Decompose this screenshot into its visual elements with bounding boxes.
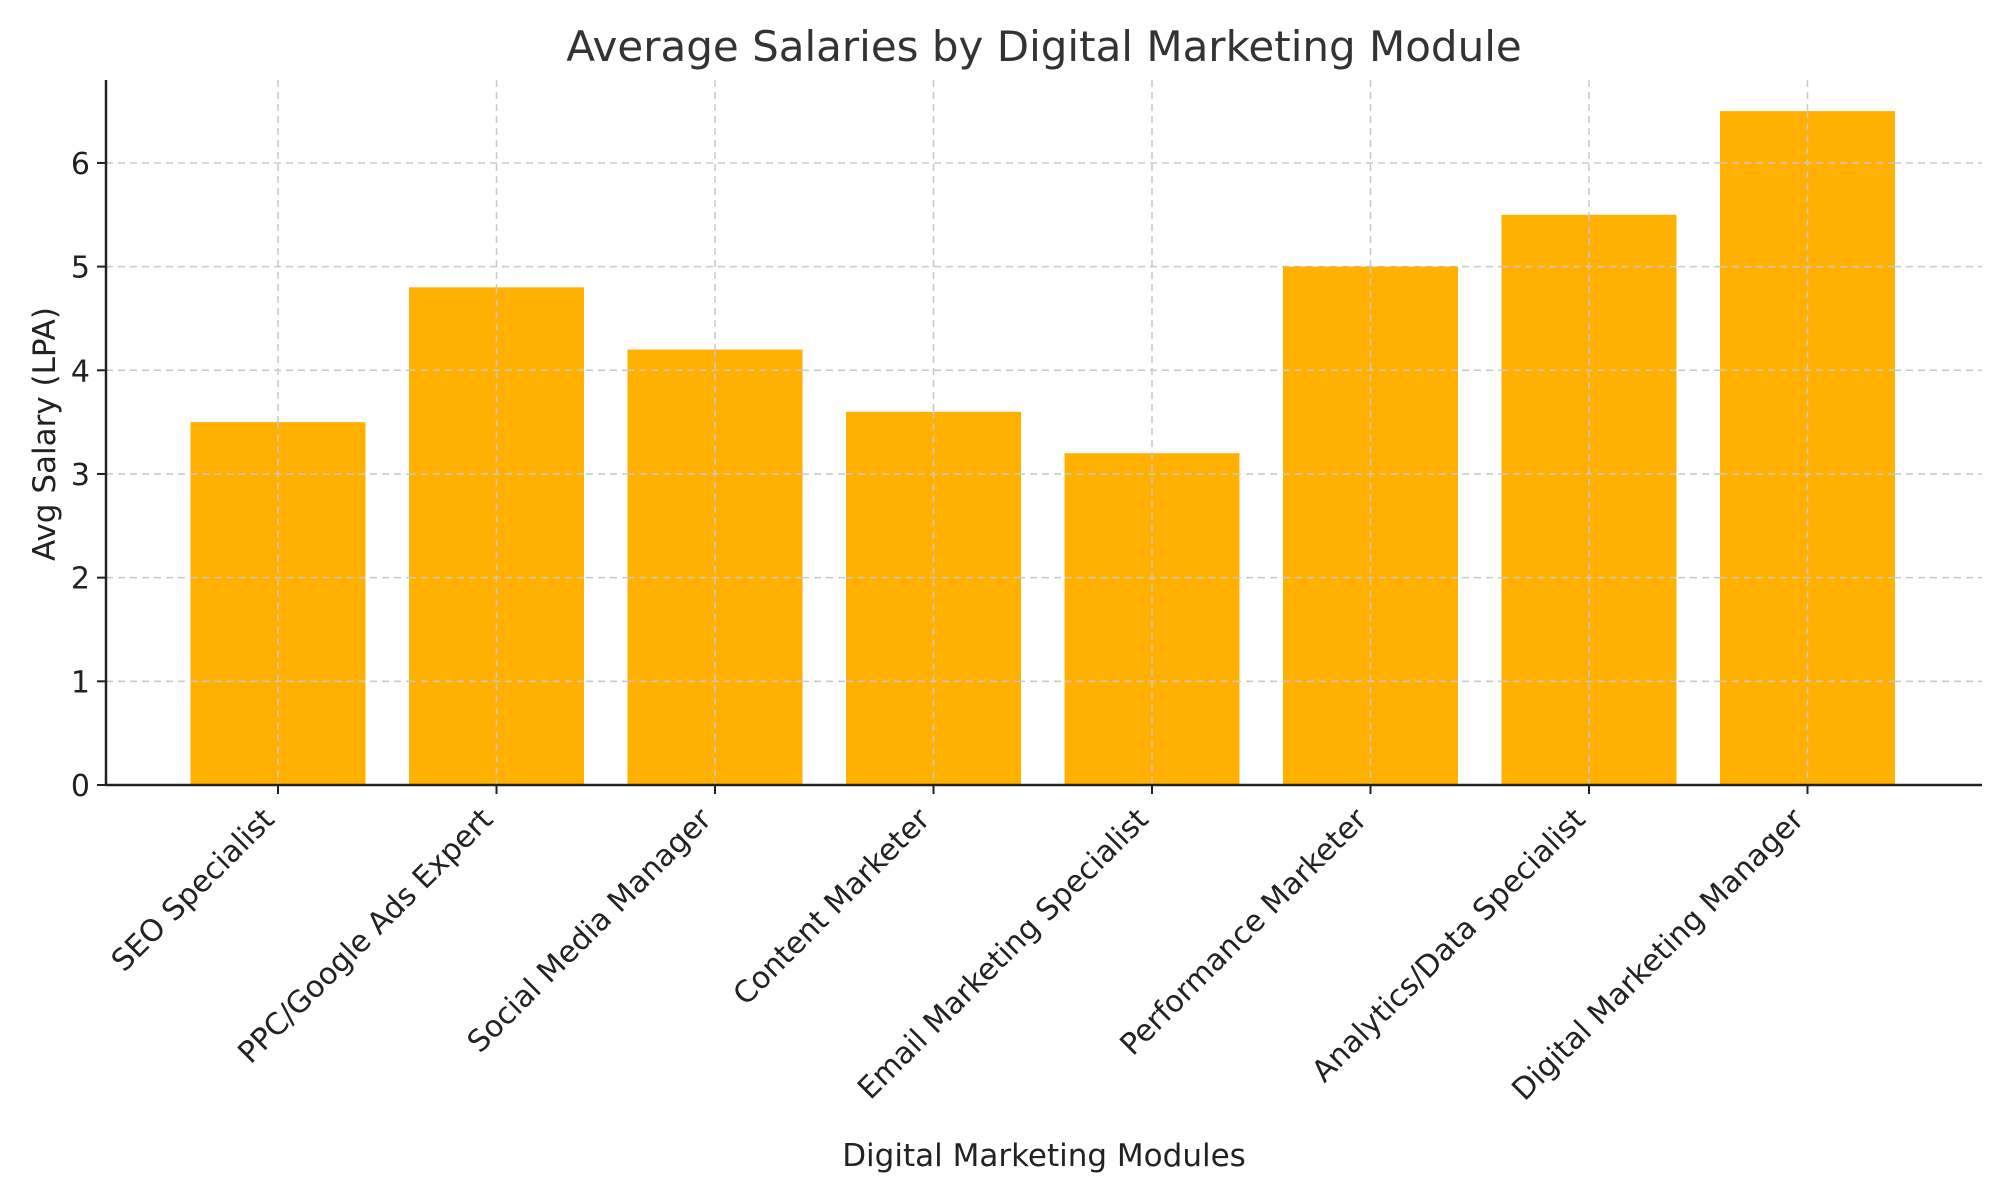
bars xyxy=(190,111,1895,785)
axes xyxy=(97,80,1982,794)
grid-overlay xyxy=(190,111,1895,785)
bar-6 xyxy=(1501,214,1677,785)
x-tick-label: Social Media Manager xyxy=(461,801,719,1059)
grid xyxy=(106,80,1982,785)
y-tick-label: 5 xyxy=(71,251,90,286)
x-tick-label: Performance Marketer xyxy=(1114,801,1375,1062)
y-tick-label: 6 xyxy=(71,147,90,182)
y-tick-label: 3 xyxy=(71,458,90,493)
y-tick-label: 0 xyxy=(71,769,90,804)
x-tick-label: SEO Specialist xyxy=(105,802,282,979)
x-tick-label: Content Marketer xyxy=(727,801,938,1012)
y-tick-label: 4 xyxy=(71,354,90,389)
y-tick-label: 2 xyxy=(71,562,90,597)
y-axis-label: Avg Salary (LPA) xyxy=(27,307,63,561)
chart-title: Average Salaries by Digital Marketing Mo… xyxy=(566,22,1521,71)
x-tick-label: PPC/Google Ads Expert xyxy=(231,802,500,1071)
y-tick-label: 1 xyxy=(71,665,90,700)
x-axis-label: Digital Marketing Modules xyxy=(842,1138,1246,1174)
